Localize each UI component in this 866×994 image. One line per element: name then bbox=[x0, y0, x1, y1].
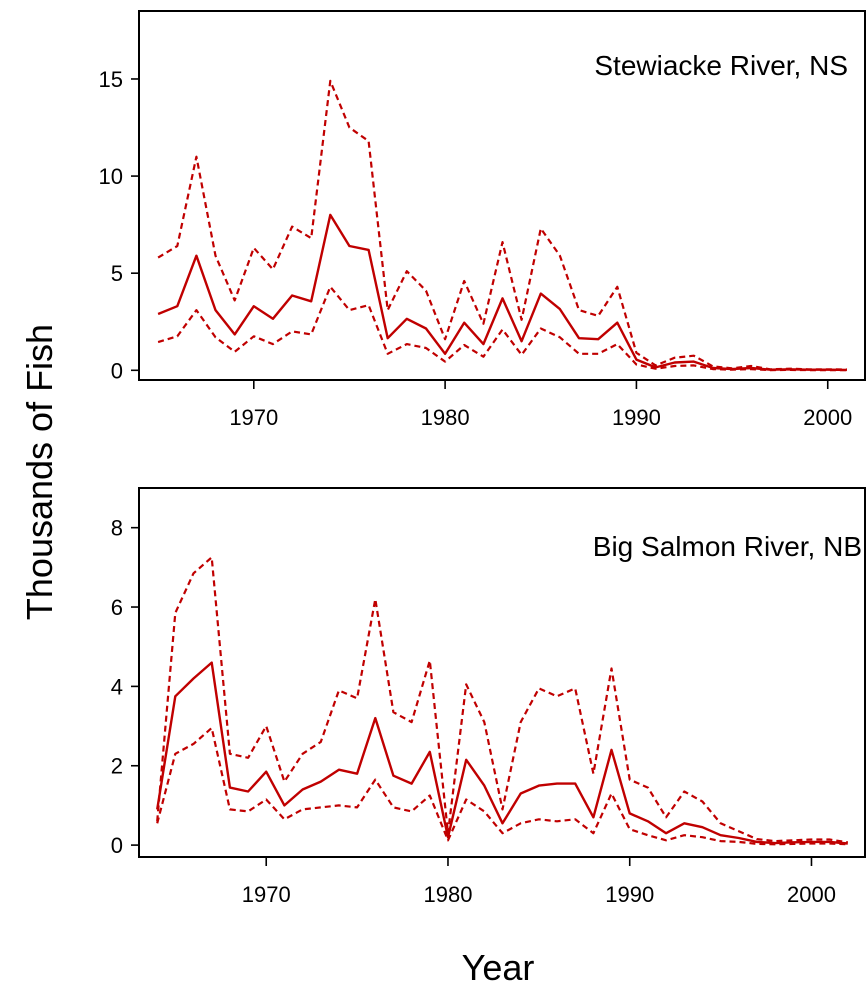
series-line-upper bbox=[157, 79, 847, 371]
panel-title: Stewiacke River, NS bbox=[594, 50, 848, 81]
y-tick-label: 0 bbox=[111, 358, 123, 383]
plot-frame bbox=[138, 10, 866, 381]
series-line-estimate bbox=[156, 661, 848, 845]
y-tick-label: 10 bbox=[99, 164, 123, 189]
x-axis-title: Year bbox=[462, 947, 535, 988]
y-tick-label: 2 bbox=[111, 754, 123, 779]
y-axis-title: Thousands of Fish bbox=[19, 324, 60, 620]
panel-big-salmon: 0 2 4 6 8 1970 1980 1990 2000 Big Salmon River, N… bbox=[111, 487, 866, 907]
x-tick-label: 1970 bbox=[229, 405, 278, 430]
y-tick-label: 6 bbox=[111, 595, 123, 620]
x-tick-label: 1970 bbox=[242, 882, 291, 907]
x-tick-label: 2000 bbox=[803, 405, 852, 430]
y-tick-label: 15 bbox=[99, 67, 123, 92]
series-line-lower bbox=[157, 285, 847, 372]
series-line-estimate bbox=[157, 213, 847, 372]
x-tick-label: 1990 bbox=[612, 405, 661, 430]
y-tick-label: 0 bbox=[111, 833, 123, 858]
y-tick-label: 8 bbox=[111, 516, 123, 541]
plot-frame bbox=[138, 487, 866, 858]
x-tick-label: 1990 bbox=[605, 882, 654, 907]
series-line-lower bbox=[156, 726, 848, 846]
y-tick-label: 5 bbox=[111, 261, 123, 286]
series-line-upper bbox=[156, 556, 848, 844]
y-tick-label: 4 bbox=[111, 674, 123, 699]
x-tick-label: 1980 bbox=[421, 405, 470, 430]
panel-title: Big Salmon River, NB bbox=[593, 531, 862, 562]
x-tick-label: 2000 bbox=[787, 882, 836, 907]
x-tick-label: 1980 bbox=[423, 882, 472, 907]
panel-stewiacke: 0 5 10 15 1970 1980 1990 2000 Stewiacke River, N… bbox=[99, 10, 866, 430]
